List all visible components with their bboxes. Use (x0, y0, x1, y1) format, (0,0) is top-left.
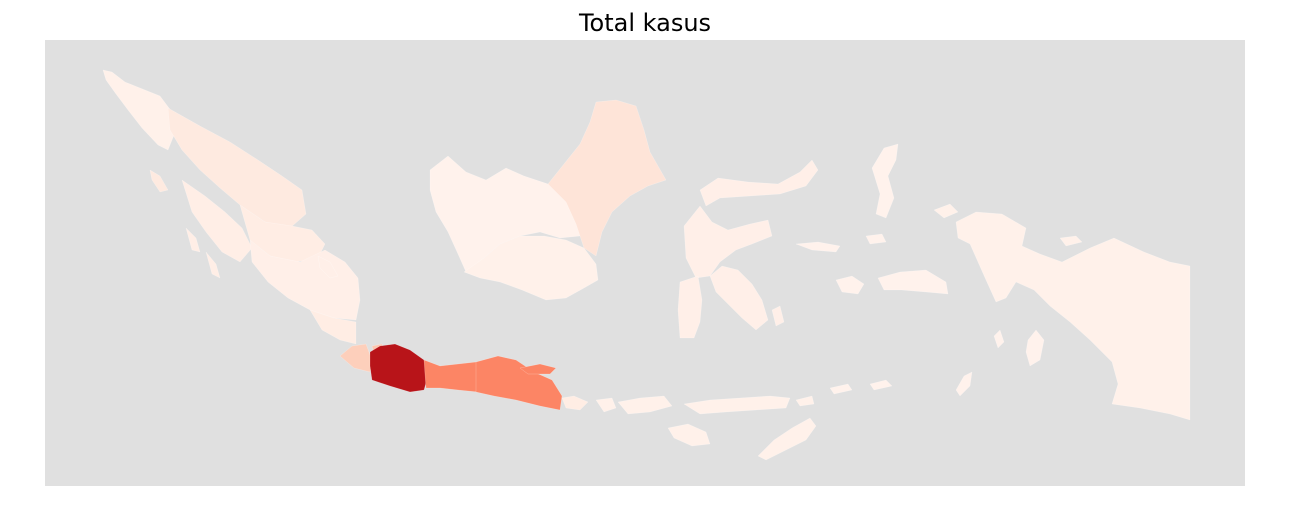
region-maluku-sula[interactable] (795, 241, 841, 253)
island-tanimbar[interactable] (955, 371, 973, 397)
region-sulawesi-south[interactable] (677, 275, 703, 339)
region-west-kalimantan[interactable] (429, 155, 581, 273)
region-central-kalimantan[interactable] (463, 235, 599, 301)
region-bali[interactable] (561, 395, 589, 411)
region-maluku-seram[interactable] (877, 269, 949, 295)
region-nusa-tenggara-timor[interactable] (757, 417, 817, 461)
island-alor[interactable] (795, 395, 815, 407)
region-lampung[interactable] (309, 309, 357, 345)
island-biak[interactable] (1059, 235, 1083, 247)
island-kei[interactable] (993, 329, 1005, 349)
island-buton[interactable] (771, 305, 785, 327)
region-sulawesi-north[interactable] (699, 159, 819, 207)
region-east-kalimantan[interactable] (547, 99, 667, 257)
region-aceh[interactable] (102, 69, 177, 151)
region-nusa-tenggara-sumba[interactable] (667, 423, 711, 447)
choropleth-map (45, 40, 1245, 486)
island-nias[interactable] (149, 169, 169, 193)
region-nusa-tenggara-flores[interactable] (683, 395, 791, 415)
island-bangka[interactable] (317, 255, 339, 279)
region-nusa-tenggara-lombok-sumbawa[interactable] (595, 395, 673, 415)
map-title: Total kasus (578, 9, 712, 37)
region-jambi-south-sumatra[interactable] (249, 239, 361, 321)
island-mentawai[interactable] (185, 227, 221, 279)
region-east-java[interactable] (475, 355, 563, 411)
island-aru[interactable] (1025, 329, 1045, 367)
island-wetar[interactable] (829, 379, 893, 395)
region-sulawesi-central[interactable] (683, 205, 773, 279)
region-west-sumatra[interactable] (181, 179, 253, 263)
region-papua[interactable] (955, 211, 1191, 421)
island-waigeo[interactable] (933, 203, 959, 219)
island-madura[interactable] (519, 363, 557, 375)
region-maluku-buru[interactable] (835, 275, 865, 295)
region-sulawesi-southeast[interactable] (709, 265, 769, 331)
map-frame (45, 40, 1245, 486)
island-obi[interactable] (865, 233, 887, 245)
region-maluku-halmahera[interactable] (871, 143, 899, 219)
